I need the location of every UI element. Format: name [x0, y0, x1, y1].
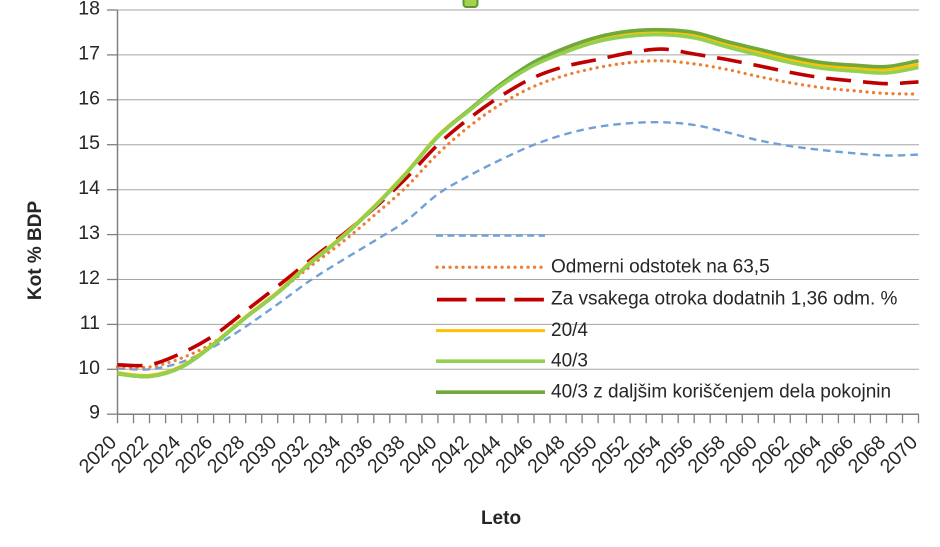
svg-text:20/4: 20/4 — [551, 320, 588, 341]
svg-text:10: 10 — [78, 357, 100, 379]
svg-text:Kot % BDP: Kot % BDP — [25, 201, 46, 301]
svg-text:Za vsakega otroka dodatnih 1,3: Za vsakega otroka dodatnih 1,36 odm. % — [551, 288, 898, 309]
svg-text:15: 15 — [78, 132, 100, 154]
svg-text:13: 13 — [78, 222, 100, 244]
svg-text:Leto: Leto — [481, 508, 521, 529]
svg-text:14: 14 — [78, 177, 100, 199]
svg-text:11: 11 — [80, 312, 100, 334]
svg-text:40/3 z daljšim koriščenjem del: 40/3 z daljšim koriščenjem dela pokojnin — [551, 381, 891, 402]
svg-text:40/3: 40/3 — [551, 350, 588, 371]
svg-text:9: 9 — [89, 402, 100, 424]
svg-text:Odmerni odstotek na 63,5: Odmerni odstotek na 63,5 — [551, 256, 770, 277]
svg-text:16: 16 — [78, 87, 100, 109]
svg-text:17: 17 — [78, 42, 100, 64]
svg-text:18: 18 — [78, 0, 100, 20]
svg-text:12: 12 — [78, 267, 100, 289]
